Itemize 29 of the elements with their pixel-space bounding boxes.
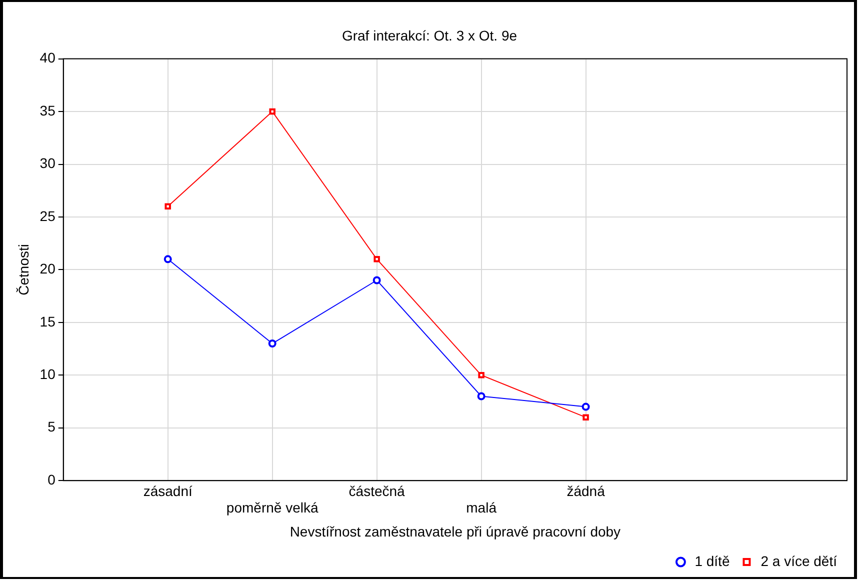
point	[268, 340, 276, 348]
y-tick-label: 5	[48, 418, 56, 435]
legend-label: 2 a více dětí	[760, 552, 838, 569]
chart-title: Graf interakcí: Ot. 3 x Ot. 9e	[342, 27, 518, 44]
y-tick-label: 20	[40, 260, 56, 277]
y-tick-label: 30	[40, 155, 56, 172]
y-tick-label: 35	[40, 102, 56, 118]
x-tick-label: malá	[466, 500, 497, 516]
point	[269, 108, 276, 115]
point	[164, 203, 171, 210]
point	[372, 276, 381, 284]
y-tick-label: 10	[40, 366, 56, 382]
point	[478, 372, 484, 378]
x-tick-label: žádná	[566, 482, 606, 499]
legend-label: 1 dítě	[694, 552, 730, 569]
point	[374, 256, 380, 262]
x-tick-label: poměrně velká	[226, 500, 318, 516]
y-tick-label: 0	[48, 471, 56, 488]
x-tick-label: zásadní	[143, 482, 192, 499]
x-tick-label: částečná	[348, 482, 406, 499]
x-axis-title: Nevstířnost zaměstnavatele při úpravě pracovní doby	[290, 523, 621, 540]
y-tick-label: 40	[40, 50, 56, 66]
y-tick-label: 15	[40, 313, 56, 330]
point	[582, 414, 589, 420]
y-tick-label: 25	[40, 208, 56, 224]
y-axis-title: Četnosti	[15, 244, 32, 296]
point	[477, 392, 486, 400]
point	[164, 255, 172, 264]
point	[582, 402, 590, 411]
